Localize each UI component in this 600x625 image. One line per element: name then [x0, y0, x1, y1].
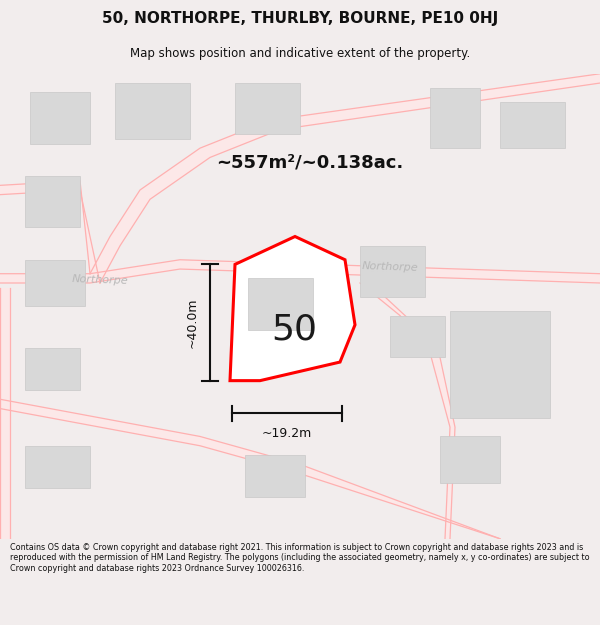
Text: 50: 50 [271, 312, 317, 346]
Bar [500, 102, 565, 148]
Text: Northorpe: Northorpe [71, 274, 128, 286]
Polygon shape [0, 181, 100, 283]
Polygon shape [0, 260, 600, 283]
Text: ~19.2m: ~19.2m [262, 427, 312, 440]
Text: ~557m²/~0.138ac.: ~557m²/~0.138ac. [217, 153, 404, 171]
Bar [248, 278, 313, 329]
Bar [25, 348, 80, 390]
Text: 50, NORTHORPE, THURLBY, BOURNE, PE10 0HJ: 50, NORTHORPE, THURLBY, BOURNE, PE10 0HJ [102, 11, 498, 26]
Polygon shape [230, 236, 355, 381]
Bar [235, 83, 300, 134]
Bar [25, 446, 90, 488]
Bar [440, 436, 500, 483]
Bar [450, 311, 550, 418]
Polygon shape [0, 288, 10, 539]
Bar [25, 176, 80, 228]
Bar [25, 260, 85, 306]
Bar [245, 455, 305, 497]
Polygon shape [0, 399, 500, 539]
Text: Contains OS data © Crown copyright and database right 2021. This information is : Contains OS data © Crown copyright and d… [10, 543, 590, 573]
Polygon shape [90, 74, 600, 283]
Bar [360, 246, 425, 297]
Bar [390, 316, 445, 357]
Bar [430, 88, 480, 148]
Text: ~40.0m: ~40.0m [185, 298, 199, 348]
Bar [115, 83, 190, 139]
Text: Map shows position and indicative extent of the property.: Map shows position and indicative extent… [130, 47, 470, 59]
Bar [30, 92, 90, 144]
Text: Northorpe: Northorpe [362, 261, 418, 273]
Polygon shape [360, 283, 455, 539]
